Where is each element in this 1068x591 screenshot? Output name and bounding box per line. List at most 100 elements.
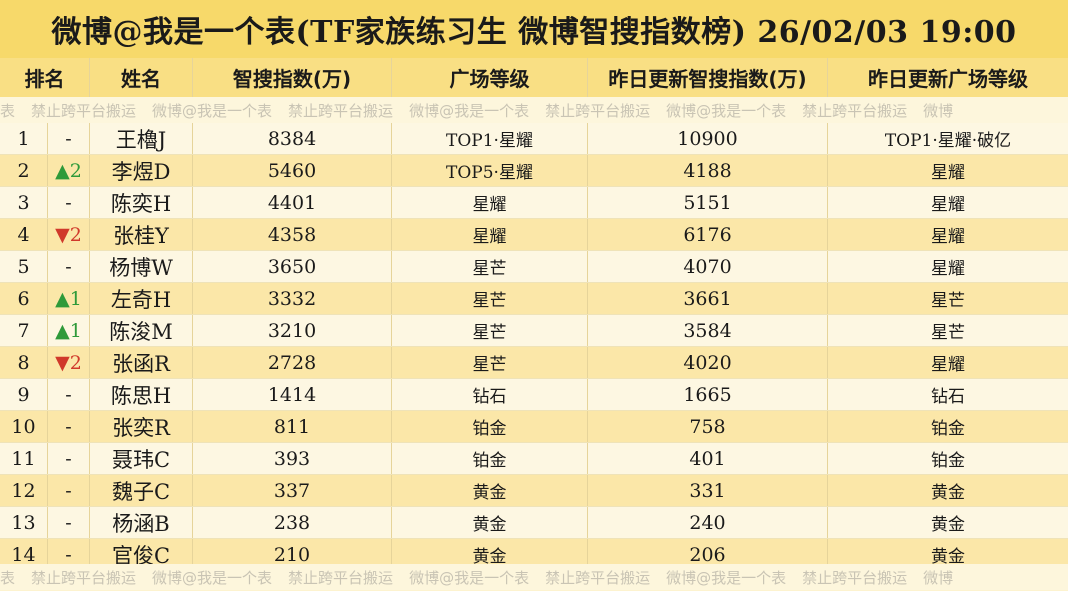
rank-cell: 6 bbox=[0, 283, 48, 314]
rank-cell: 10 bbox=[0, 411, 48, 442]
prev-level-cell: 星芒 bbox=[931, 323, 965, 343]
prev-index-cell: 1665 bbox=[588, 379, 828, 410]
prev-level-cell: 黄金 bbox=[931, 547, 965, 567]
prev-level-cell: 星耀 bbox=[931, 195, 965, 215]
name-cell: 张奕R bbox=[90, 411, 193, 442]
watermark-text: 禁止跨平台搬运 bbox=[802, 101, 908, 120]
rank-cell: 12 bbox=[0, 475, 48, 506]
name-cell: 陈思H bbox=[90, 379, 193, 410]
change-cell: - bbox=[48, 475, 90, 506]
name-cell: 李煜D bbox=[90, 155, 193, 186]
rank-cell: 4 bbox=[0, 219, 48, 250]
prev-index-cell: 4188 bbox=[588, 155, 828, 186]
watermark-text: 微博 bbox=[923, 101, 954, 120]
rank-cell: 1 bbox=[0, 123, 48, 154]
index-cell: 8384 bbox=[193, 123, 392, 154]
table-body: 1- 王櫓J 8384 TOP1·星耀 10900 TOP1·星耀·破亿 2 ▲2 李煜D 546… bbox=[0, 123, 1068, 571]
level-cell: 星芒 bbox=[392, 347, 588, 378]
watermark-row-top: 表禁止跨平台搬运 微博@我是一个表 禁止跨平台搬运 微博@我是一个表 禁止跨平台搬运 微博… bbox=[0, 97, 1068, 123]
rank-cell: 2 bbox=[0, 155, 48, 186]
header-name: 姓名 bbox=[90, 58, 193, 97]
table-row: 7 ▲1 陈浚M 3210 星芒 3584 星芒 bbox=[0, 315, 1068, 347]
change-cell: ▲1 bbox=[48, 283, 90, 314]
change-cell: - bbox=[48, 539, 90, 570]
watermark-text: 微博@我是一个表 bbox=[409, 101, 530, 120]
change-cell: - bbox=[48, 443, 90, 474]
watermark-text: 禁止跨平台搬运 bbox=[802, 568, 908, 587]
prev-index-cell: 401 bbox=[588, 443, 828, 474]
level-cell: TOP5·星耀 bbox=[392, 155, 588, 186]
index-cell: 3332 bbox=[193, 283, 392, 314]
index-cell: 238 bbox=[193, 507, 392, 538]
watermark-text: 禁止跨平台搬运 bbox=[288, 568, 394, 587]
change-cell: ▼2 bbox=[48, 347, 90, 378]
prev-level-cell: 铂金 bbox=[931, 419, 965, 439]
name-cell: 官俊C bbox=[90, 539, 193, 570]
name-cell: 王櫓J bbox=[90, 123, 193, 154]
rank-cell: 7 bbox=[0, 315, 48, 346]
index-cell: 4358 bbox=[193, 219, 392, 250]
index-cell: 1414 bbox=[193, 379, 392, 410]
prev-index-cell: 758 bbox=[588, 411, 828, 442]
header-level: 广场等级 bbox=[392, 58, 588, 97]
table-row: 2 ▲2 李煜D 5460 TOP5·星耀 4188 星耀 bbox=[0, 155, 1068, 187]
prev-index-cell: 206 bbox=[588, 539, 828, 570]
watermark-text: 微博@我是一个表 bbox=[152, 101, 273, 120]
table-row: 11- 聂玮C 393 铂金 401 铂金 bbox=[0, 443, 1068, 475]
level-cell: TOP1·星耀 bbox=[392, 123, 588, 154]
prev-index-cell: 3661 bbox=[588, 283, 828, 314]
level-cell: 星芒 bbox=[392, 283, 588, 314]
page-title: 微博@我是一个表(TF家族练习生 微博智搜指数榜) 26/02/03 19:00 bbox=[0, 0, 1068, 58]
prev-index-cell: 5151 bbox=[588, 187, 828, 218]
prev-level-cell: 星耀 bbox=[931, 259, 965, 279]
name-cell: 杨涵B bbox=[90, 507, 193, 538]
watermark-text: 禁止跨平台搬运 bbox=[31, 101, 137, 120]
prev-index-cell: 331 bbox=[588, 475, 828, 506]
watermark-text: 禁止跨平台搬运 bbox=[288, 101, 394, 120]
change-cell: ▲2 bbox=[48, 155, 90, 186]
prev-index-cell: 10900 bbox=[588, 123, 828, 154]
watermark-row-bottom: 表禁止跨平台搬运 微博@我是一个表 禁止跨平台搬运 微博@我是一个表 禁止跨平台搬运 微博… bbox=[0, 564, 1068, 590]
index-cell: 393 bbox=[193, 443, 392, 474]
watermark-text: 微博@我是一个表 bbox=[152, 568, 273, 587]
watermark-text: 禁止跨平台搬运 bbox=[545, 101, 651, 120]
table-row: 8 ▼2 张函R 2728 星芒 4020 星耀 bbox=[0, 347, 1068, 379]
level-cell: 铂金 bbox=[392, 411, 588, 442]
table-row: 13- 杨涵B 238 黄金 240 黄金 bbox=[0, 507, 1068, 539]
watermark-text: 微博@我是一个表 bbox=[409, 568, 530, 587]
prev-level-cell: 黄金 bbox=[931, 483, 965, 503]
name-cell: 杨博W bbox=[90, 251, 193, 282]
table-row: 6 ▲1 左奇H 3332 星芒 3661 星芒 bbox=[0, 283, 1068, 315]
header-prev-index: 昨日更新智搜指数(万) bbox=[588, 58, 828, 97]
index-cell: 4401 bbox=[193, 187, 392, 218]
table-row: 12- 魏子C 337 黄金 331 黄金 bbox=[0, 475, 1068, 507]
change-cell: - bbox=[48, 507, 90, 538]
rank-cell: 5 bbox=[0, 251, 48, 282]
watermark-text: 微博 bbox=[923, 568, 954, 587]
change-cell: ▼2 bbox=[48, 219, 90, 250]
level-cell: 星芒 bbox=[392, 251, 588, 282]
level-cell: 星耀 bbox=[392, 219, 588, 250]
change-cell: - bbox=[48, 251, 90, 282]
table-row: 10- 张奕R 811 铂金 758 铂金 bbox=[0, 411, 1068, 443]
table-header: 排名 姓名 智搜指数(万) 广场等级 昨日更新智搜指数(万) 昨日更新广场等级 bbox=[0, 58, 1068, 98]
level-cell: 铂金 bbox=[392, 443, 588, 474]
level-cell: 钻石 bbox=[392, 379, 588, 410]
rank-cell: 14 bbox=[0, 539, 48, 570]
level-cell: 黄金 bbox=[392, 475, 588, 506]
prev-level-cell: 黄金 bbox=[931, 515, 965, 535]
watermark-text: 表 bbox=[0, 568, 16, 587]
rank-cell: 9 bbox=[0, 379, 48, 410]
rank-cell: 8 bbox=[0, 347, 48, 378]
prev-level-cell: 铂金 bbox=[931, 451, 965, 471]
watermark-text: 微博@我是一个表 bbox=[666, 101, 787, 120]
header-rank: 排名 bbox=[0, 58, 90, 97]
name-cell: 聂玮C bbox=[90, 443, 193, 474]
prev-index-cell: 4020 bbox=[588, 347, 828, 378]
rank-cell: 13 bbox=[0, 507, 48, 538]
change-cell: - bbox=[48, 187, 90, 218]
prev-level-cell: 星耀 bbox=[931, 227, 965, 247]
rank-cell: 3 bbox=[0, 187, 48, 218]
table-row: 9- 陈思H 1414 钻石 1665 钻石 bbox=[0, 379, 1068, 411]
